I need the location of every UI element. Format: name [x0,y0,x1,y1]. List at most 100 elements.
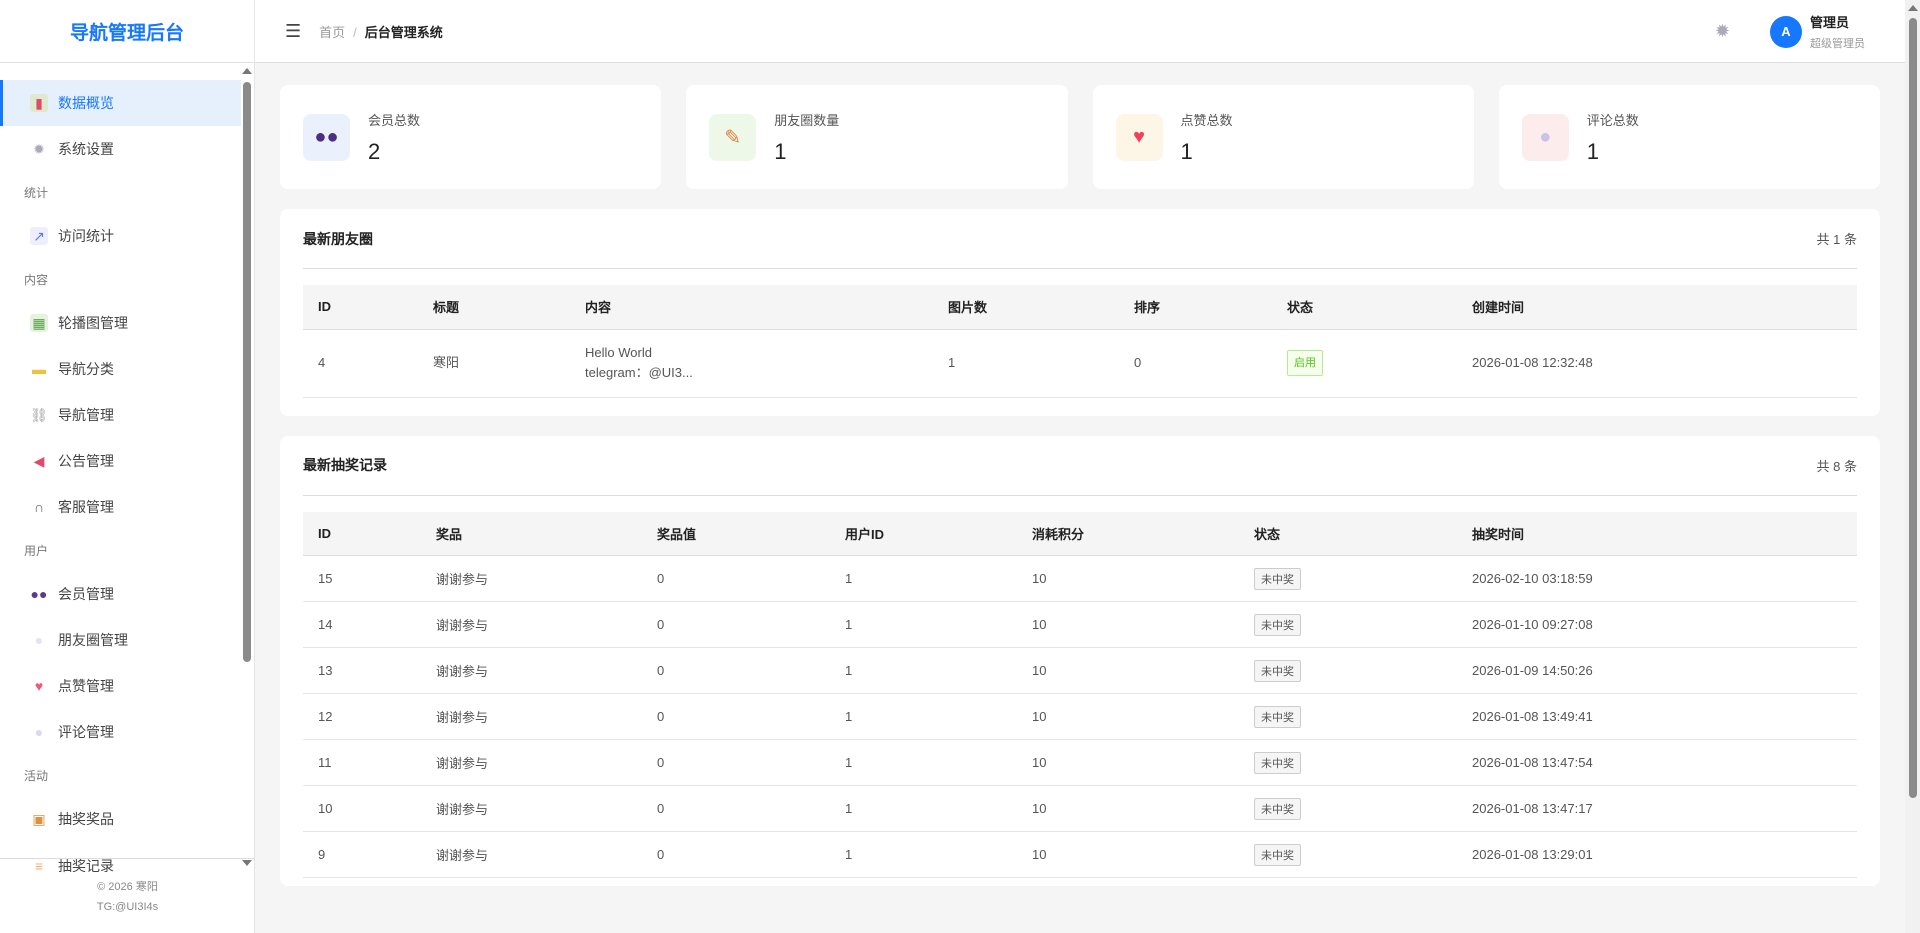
table-cell: 10 [1017,785,1239,832]
sidebar-item-label: 导航管理 [58,407,114,423]
stat-value: 1 [1180,138,1193,164]
stat-label: 朋友圈数量 [774,112,840,128]
lottery-card: 最新抽奖记录共 8 条 ID 奖品 奖品值 用户ID 消耗积分 状态 抽奖时间 15 谢谢参与 0… [280,435,1880,886]
cell-images: 1 [933,329,1119,398]
scroll-up-arrow[interactable] [242,68,252,74]
lottery-table: ID 奖品 奖品值 用户ID 消耗积分 状态 抽奖时间 15 谢谢参与 0 1 10 未中奖 2026-0… [303,511,1857,878]
line-chart-icon: ↗ [30,227,48,245]
copyright: © 2026 寒阳 [97,881,158,893]
table-row[interactable]: 12 谢谢参与 0 1 10 未中奖 2026-01-08 13:49:41 [303,693,1857,740]
table-row[interactable]: 13 谢谢参与 0 1 10 未中奖 2026-01-09 14:50:26 [303,647,1857,694]
cell-title: 寒阳 [418,329,570,398]
table-cell: 谢谢参与 [421,647,642,694]
sidebar-item[interactable]: ● 朋友圈管理 [0,617,241,663]
table-row[interactable]: 9 谢谢参与 0 1 10 未中奖 2026-01-08 13:29:01 [303,831,1857,878]
table-row[interactable]: 10 谢谢参与 0 1 10 未中奖 2026-01-08 13:47:17 [303,785,1857,832]
sidebar-item-label: 会员管理 [58,586,114,602]
picture-icon: ▦ [30,314,48,332]
table-cell: 谢谢参与 [421,739,642,786]
top-header: ☰ 首页 / 后台管理系统 ✹ A 管理员 超级管理员 [255,0,1905,63]
sidebar-item[interactable]: ∩ 客服管理 [0,484,241,530]
cell-status: 未中奖 [1239,647,1457,694]
table-cell: 0 [642,739,830,786]
table-cell: 1 [830,693,1017,740]
breadcrumb-home[interactable]: 首页 [319,24,346,40]
sidebar-footer: © 2026 寒阳 TG:@UI3I4s [0,858,255,933]
menu-toggle-icon[interactable]: ☰ [285,20,302,41]
status-badge: 未中奖 [1254,797,1301,820]
column-header: 排序 [1119,285,1272,330]
column-header: 状态 [1239,511,1457,556]
table-row[interactable]: 14 谢谢参与 0 1 10 未中奖 2026-01-10 09:27:08 [303,601,1857,648]
cell-content: Hello World telegram：@UI3... [570,329,933,398]
sidebar-item[interactable]: ▬ 导航分类 [0,346,241,392]
moments-card: 最新朋友圈共 1 条 ID 标题 内容 图片数 排序 状态 创建时间 4 寒阳 Hello Wor… [280,209,1880,416]
settings-gear-icon[interactable]: ✹ [1714,21,1730,41]
table-cell: 0 [642,555,830,602]
sidebar-item[interactable]: ≡ 抽奖记录 [0,858,226,880]
cell-sort: 0 [1119,329,1272,398]
table-cell: 0 [642,601,830,648]
sidebar-item-label: 抽奖奖品 [58,811,114,827]
table-cell: 10 [1017,739,1239,786]
sidebar-item-label: 访问统计 [58,228,114,244]
stat-label: 会员总数 [368,112,421,128]
cell-status: 未中奖 [1239,555,1457,602]
speech-bubble-icon: ● [34,632,44,648]
scroll-up-arrow[interactable] [1908,5,1918,11]
thought-bubble-icon: ● [1521,113,1569,161]
column-header: 状态 [1272,285,1457,330]
breadcrumb-current: 后台管理系统 [364,24,443,40]
sidebar-item[interactable]: ▮ 数据概览 [0,80,241,126]
sidebar-item[interactable]: ▦ 轮播图管理 [0,300,241,346]
user-info[interactable]: 管理员 超级管理员 [1810,12,1865,51]
table-cell: 0 [642,647,830,694]
main-content: ●● 会员总数 2 ✎ 朋友圈数量 1 ♥ 点赞总数 1 ● 评论总数 1 最新朋友圈 共 1 条 ID… [255,63,1905,886]
table-cell: 2026-02-10 03:18:59 [1457,555,1857,602]
column-header: 抽奖时间 [1457,511,1857,556]
table-cell: 10 [1017,647,1239,694]
sidebar-item[interactable]: ● 评论管理 [0,709,241,755]
scroll-thumb[interactable] [1909,18,1917,798]
table-cell: 0 [642,693,830,740]
status-badge: 启用 [1287,350,1323,376]
table-row[interactable]: 15 谢谢参与 0 1 10 未中奖 2026-02-10 03:18:59 [303,555,1857,602]
sidebar-item[interactable]: ♥ 点赞管理 [0,663,241,709]
page-scrollbar[interactable] [1905,0,1920,933]
table-cell: 1 [830,601,1017,648]
avatar[interactable]: A [1770,15,1802,48]
sidebar-item-label: 导航分类 [58,361,114,377]
sidebar: 导航管理后台 ▮ 数据概览 ✹ 系统设置 统计 ↗ 访问统计 内容 ▦ 轮播图管理 ▬ 导航分类 ⛓ 导航… [0,0,255,933]
breadcrumb: 首页 / 后台管理系统 [319,22,443,41]
sidebar-item-label: 评论管理 [58,724,114,740]
table-cell: 10 [303,785,421,832]
sidebar-item[interactable]: ▣ 抽奖奖品 [0,796,241,842]
stat-value: 1 [774,138,787,164]
stat-label: 评论总数 [1586,112,1639,128]
table-cell: 谢谢参与 [421,601,642,648]
folder-icon: ▬ [32,361,46,377]
content-line: Hello World [585,345,652,360]
thought-bubble-icon: ● [34,724,44,740]
sidebar-item[interactable]: ⛓ 导航管理 [0,392,241,438]
sidebar-item[interactable]: ●● 会员管理 [0,571,241,617]
stat-value: 1 [1586,138,1599,164]
scroll-down-arrow[interactable] [242,860,252,866]
headphones-icon: ∩ [33,499,45,515]
stat-card: ✎ 朋友圈数量 1 [686,85,1068,189]
sidebar-item[interactable]: ✹ 系统设置 [0,126,241,172]
sidebar-item[interactable]: ◀ 公告管理 [0,438,241,484]
sidebar-item-label: 轮播图管理 [58,315,128,331]
table-row[interactable]: 11 谢谢参与 0 1 10 未中奖 2026-01-08 13:47:54 [303,739,1857,786]
contact: TG:@UI3I4s [96,901,159,913]
cell-status: 启用 [1272,329,1457,398]
sidebar-item-label: 朋友圈管理 [58,632,128,648]
scroll-thumb[interactable] [243,82,251,662]
table-cell: 11 [303,739,421,786]
user-role: 超级管理员 [1810,38,1865,50]
sidebar-scrollbar[interactable] [242,68,252,866]
sidebar-item[interactable]: ↗ 访问统计 [0,213,241,259]
sidebar-item-label: 抽奖记录 [58,858,114,874]
table-row[interactable]: 4 寒阳 Hello World telegram：@UI3... 1 0 启用 2026-0… [303,329,1857,398]
sidebar-item-label: 点赞管理 [58,678,114,694]
